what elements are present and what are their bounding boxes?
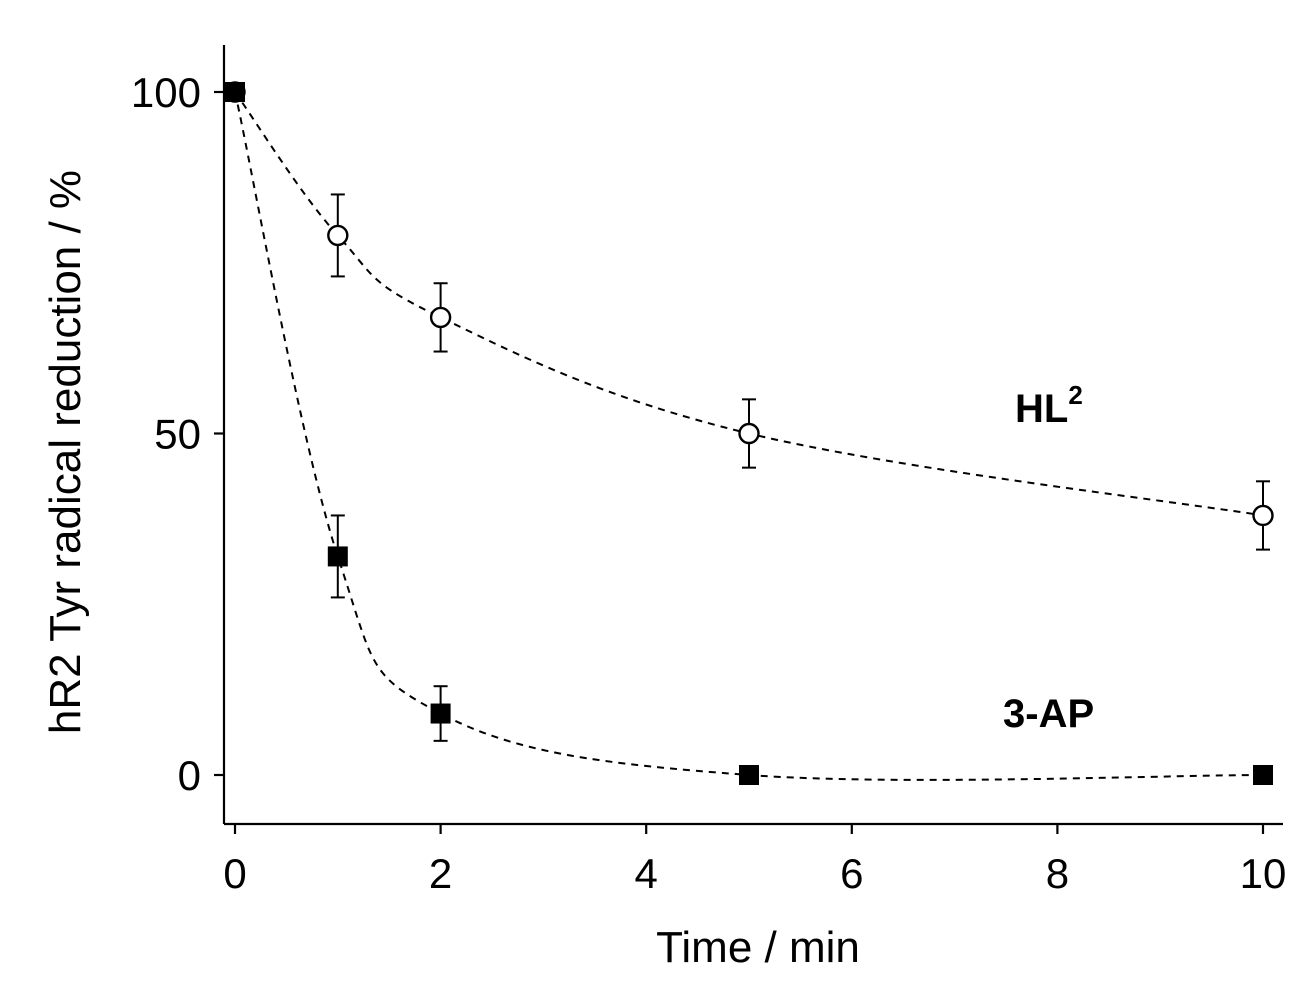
x-tick-label: 0 [223,850,246,897]
markers [224,81,1274,785]
data-point-open-circle [1252,504,1274,527]
data-point-filled-square [739,765,759,785]
y-tick-label: 50 [154,411,201,458]
x-axis-title: Time / min [656,923,860,972]
series-label-hl2-name: HL [1015,387,1068,431]
data-point-open-circle [327,224,349,247]
series-label-3ap: 3-AP [1003,692,1094,736]
y-tick-label: 0 [178,752,201,799]
x-tick-label: 2 [429,850,452,897]
x-tick-label: 4 [635,850,658,897]
data-point-open-circle [429,306,452,329]
data-point-open-circle [738,422,760,445]
series-label-hl2-sup: 2 [1068,380,1082,410]
series-label-hl2: HL2 [1015,380,1083,431]
data-point-filled-square [225,82,245,102]
y-ticks: 0 50 100 [131,69,224,799]
y-tick-label: 100 [131,69,201,116]
data-point-filled-square [327,546,348,567]
x-ticks: 0 2 4 6 8 10 [223,824,1286,897]
x-tick-label: 10 [1240,850,1287,897]
data-point-filled-square [1253,765,1273,785]
x-tick-label: 8 [1046,850,1069,897]
data-point-filled-square [430,703,451,724]
error-bars [330,193,1270,742]
x-tick-label: 6 [840,850,863,897]
series-lines [234,91,1264,781]
y-axis-title: hR2 Tyr radical reduction / % [41,170,90,734]
series-line-0 [234,91,1264,517]
